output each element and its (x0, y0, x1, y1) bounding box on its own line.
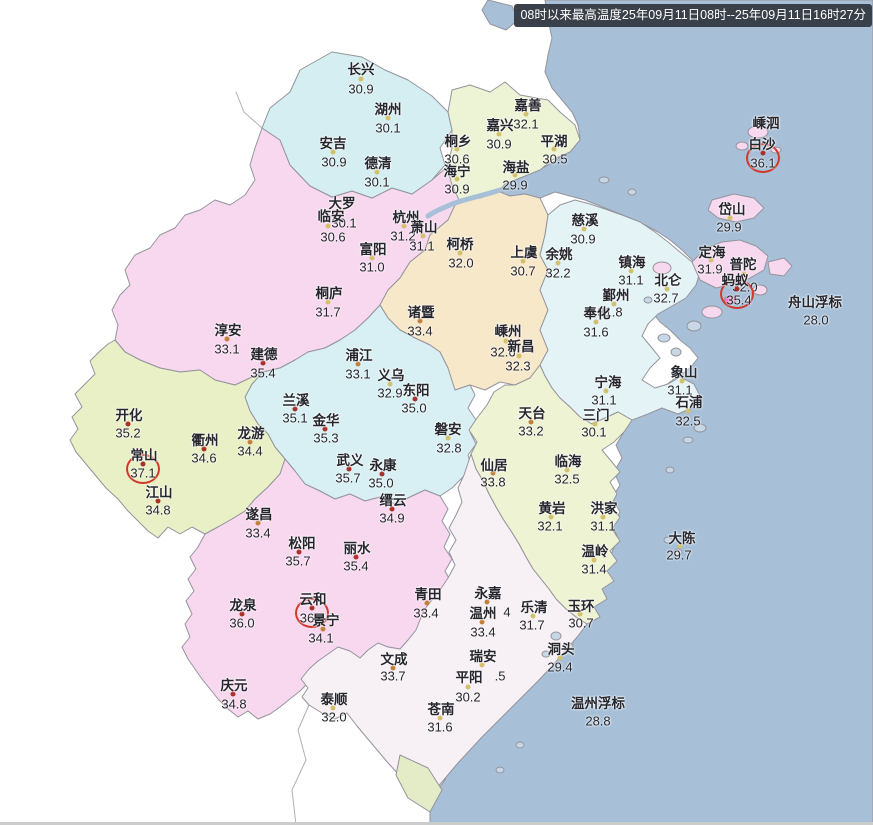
region-jiaxing (446, 81, 581, 203)
lake-fragment (481, 0, 519, 31)
region-taizhou (468, 364, 633, 625)
region-wenzhou (300, 453, 588, 798)
neighbor-border-south (291, 704, 310, 825)
bottom-border (0, 822, 873, 825)
neighbor-border-north (235, 91, 263, 129)
zhoushan-islands (652, 125, 793, 319)
qiantang-river (425, 187, 503, 219)
green-patch-south (395, 754, 443, 813)
coastal-islets (495, 176, 707, 774)
magenta-islet (723, 295, 737, 305)
header-timestamp-bar: 08时以来最高温度25年09月11日08时--25年09月11日16时27分 (514, 4, 872, 27)
region-huzhou (261, 51, 453, 199)
